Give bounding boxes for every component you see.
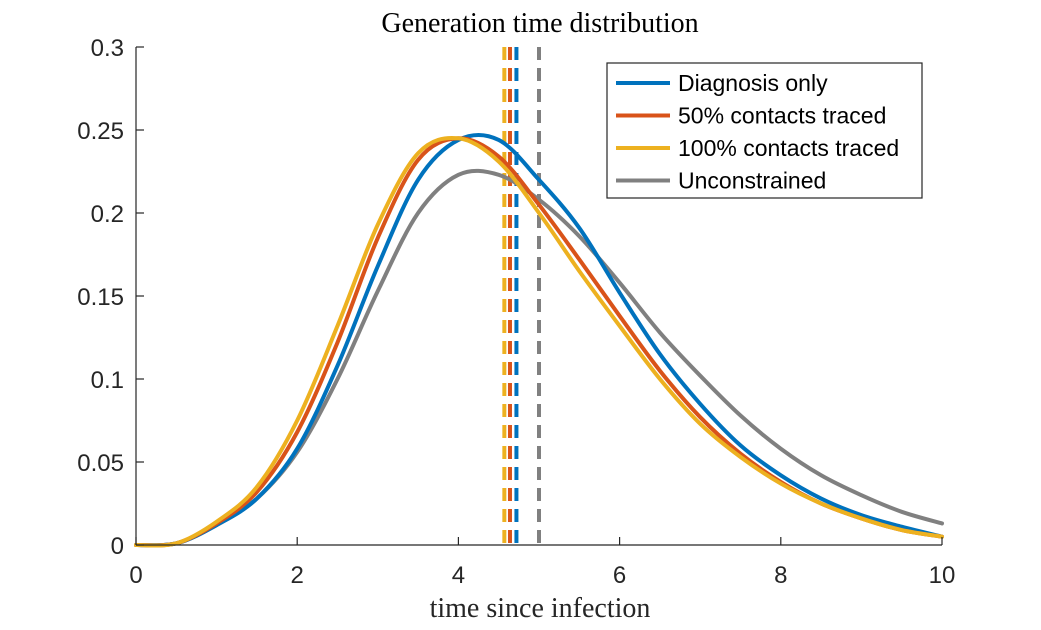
y-tick-label: 0.05 xyxy=(77,450,124,477)
legend-label-2: 50% contacts traced xyxy=(678,103,886,129)
chart-title: Generation time distribution xyxy=(381,8,698,39)
y-tick-label: 0 xyxy=(111,533,124,560)
series-lines xyxy=(134,132,944,548)
y-tick-label: 0.15 xyxy=(77,284,124,311)
y-tick-label: 0.2 xyxy=(91,201,124,228)
series-line-3 xyxy=(134,135,944,548)
x-tick-label: 2 xyxy=(291,562,304,589)
x-tick-label: 10 xyxy=(929,562,956,589)
y-tick-label: 0.25 xyxy=(77,118,124,145)
y-tick-label: 0.1 xyxy=(91,367,124,394)
series-line-1 xyxy=(134,132,944,548)
x-axis-label: time since infection xyxy=(430,593,651,624)
x-tick-label: 8 xyxy=(774,562,787,589)
axes: 0 2 4 6 8 10 0 0.05 0.1 0.15 0.2 0.25 0.3 xyxy=(77,35,955,589)
y-tick-label: 0.3 xyxy=(91,35,124,62)
legend-label-1: Diagnosis only xyxy=(678,70,828,96)
x-tick-label: 6 xyxy=(613,562,626,589)
legend-box xyxy=(606,62,923,199)
x-tick-label: 0 xyxy=(129,562,142,589)
x-tick-label: 4 xyxy=(452,562,465,589)
legend-label-3: 100% contacts traced xyxy=(678,135,899,161)
legend: Diagnosis only 50% contacts traced 100% co… xyxy=(606,62,923,199)
legend-label-4: Unconstrained xyxy=(678,168,826,194)
